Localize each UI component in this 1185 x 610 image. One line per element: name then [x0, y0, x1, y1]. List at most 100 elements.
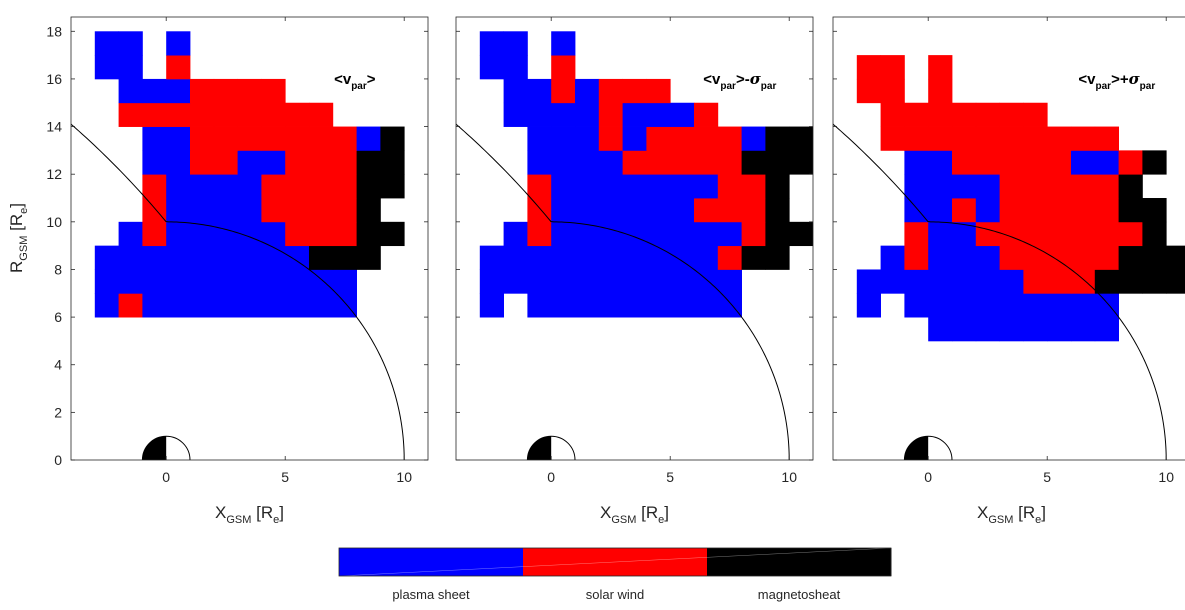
- cell: [166, 102, 191, 127]
- cell: [190, 102, 215, 127]
- cell: [237, 150, 262, 175]
- cell: [999, 126, 1024, 151]
- axes-frame: [832, 16, 1185, 461]
- cell: [1094, 293, 1119, 318]
- cell: [1023, 317, 1048, 342]
- cell: [285, 102, 310, 127]
- cell: [237, 293, 262, 318]
- y-tick-label: 16: [46, 71, 62, 87]
- cell: [479, 245, 504, 270]
- cell: [575, 221, 600, 247]
- cell: [741, 126, 766, 151]
- colorbar: plasma sheet solar wind magnetosheat: [338, 547, 892, 602]
- cell: [1071, 221, 1096, 247]
- cell: [880, 126, 905, 151]
- cell: [1023, 198, 1048, 223]
- cell: [717, 269, 742, 294]
- cell: [285, 269, 310, 294]
- cell: [190, 126, 215, 151]
- cell: [717, 245, 742, 270]
- colorbar-label: plasma sheet: [392, 587, 470, 602]
- cell: [503, 221, 528, 247]
- x-tick-label: 0: [162, 469, 170, 485]
- cell: [904, 150, 929, 175]
- cell: [880, 245, 905, 270]
- cell: [598, 221, 623, 247]
- cell: [356, 198, 381, 223]
- cell: [332, 269, 357, 294]
- cell: [928, 198, 953, 223]
- cell: [694, 269, 719, 294]
- cell: [190, 245, 215, 270]
- cell: [356, 150, 381, 175]
- cell: [789, 221, 813, 247]
- cell: [142, 221, 167, 247]
- cell: [190, 221, 215, 247]
- cell: [118, 293, 143, 318]
- cell: [975, 317, 1000, 342]
- cell: [622, 293, 647, 318]
- panel-2: 0 5 10 XGSM [Re] <vpar>-σpar: [455, 16, 814, 526]
- cell: [1142, 245, 1167, 270]
- panel-title: <vpar>: [334, 71, 376, 92]
- cell: [479, 269, 504, 294]
- cell: [880, 78, 905, 104]
- cell: [646, 78, 671, 104]
- cell: [999, 293, 1024, 318]
- x-tick-label: 10: [1158, 469, 1174, 485]
- cell: [904, 102, 929, 127]
- cell: [285, 221, 310, 247]
- cell: [1118, 150, 1143, 175]
- cell: [309, 221, 334, 247]
- cell: [142, 102, 167, 127]
- cell: [904, 126, 929, 151]
- cell: [1023, 269, 1048, 294]
- x-tick-label: 10: [781, 469, 797, 485]
- cell: [975, 221, 1000, 247]
- cell: [765, 221, 790, 247]
- cell: [694, 221, 719, 247]
- cell: [575, 102, 600, 127]
- cell: [1047, 269, 1072, 294]
- cell: [1023, 150, 1048, 175]
- magnetopause-boundary: [71, 123, 405, 460]
- colorbar-frame: [338, 547, 892, 577]
- cell: [527, 102, 552, 127]
- cell: [213, 198, 238, 223]
- cell: [1047, 150, 1072, 175]
- axes-frame: [70, 16, 429, 461]
- cell: [575, 245, 600, 270]
- cell: [646, 269, 671, 294]
- cell: [1047, 221, 1072, 247]
- y-axis-label: RGSM [Re]: [7, 203, 30, 273]
- cell: [575, 198, 600, 223]
- cell: [575, 293, 600, 318]
- cell: [380, 126, 405, 151]
- earth-outline: [526, 435, 576, 461]
- cell: [503, 245, 528, 270]
- cell: [928, 269, 953, 294]
- cell: [975, 198, 1000, 223]
- cell: [309, 293, 334, 318]
- cell: [694, 245, 719, 270]
- cell: [356, 174, 381, 199]
- cell: [999, 245, 1024, 270]
- cell: [975, 150, 1000, 175]
- cell: [928, 126, 953, 151]
- cell: [356, 126, 381, 151]
- cell: [527, 126, 552, 151]
- cell: [717, 293, 742, 318]
- magnetopause-boundary: [456, 123, 790, 460]
- cell: [622, 269, 647, 294]
- cell: [237, 78, 262, 104]
- cell: [1071, 198, 1096, 223]
- cell: [1023, 221, 1048, 247]
- cell: [717, 221, 742, 247]
- cell: [118, 78, 143, 104]
- cell: [904, 245, 929, 270]
- cell: [1071, 293, 1096, 318]
- cell: [309, 269, 334, 294]
- y-tick-label: 10: [46, 214, 62, 230]
- cell: [503, 78, 528, 104]
- cell: [694, 198, 719, 223]
